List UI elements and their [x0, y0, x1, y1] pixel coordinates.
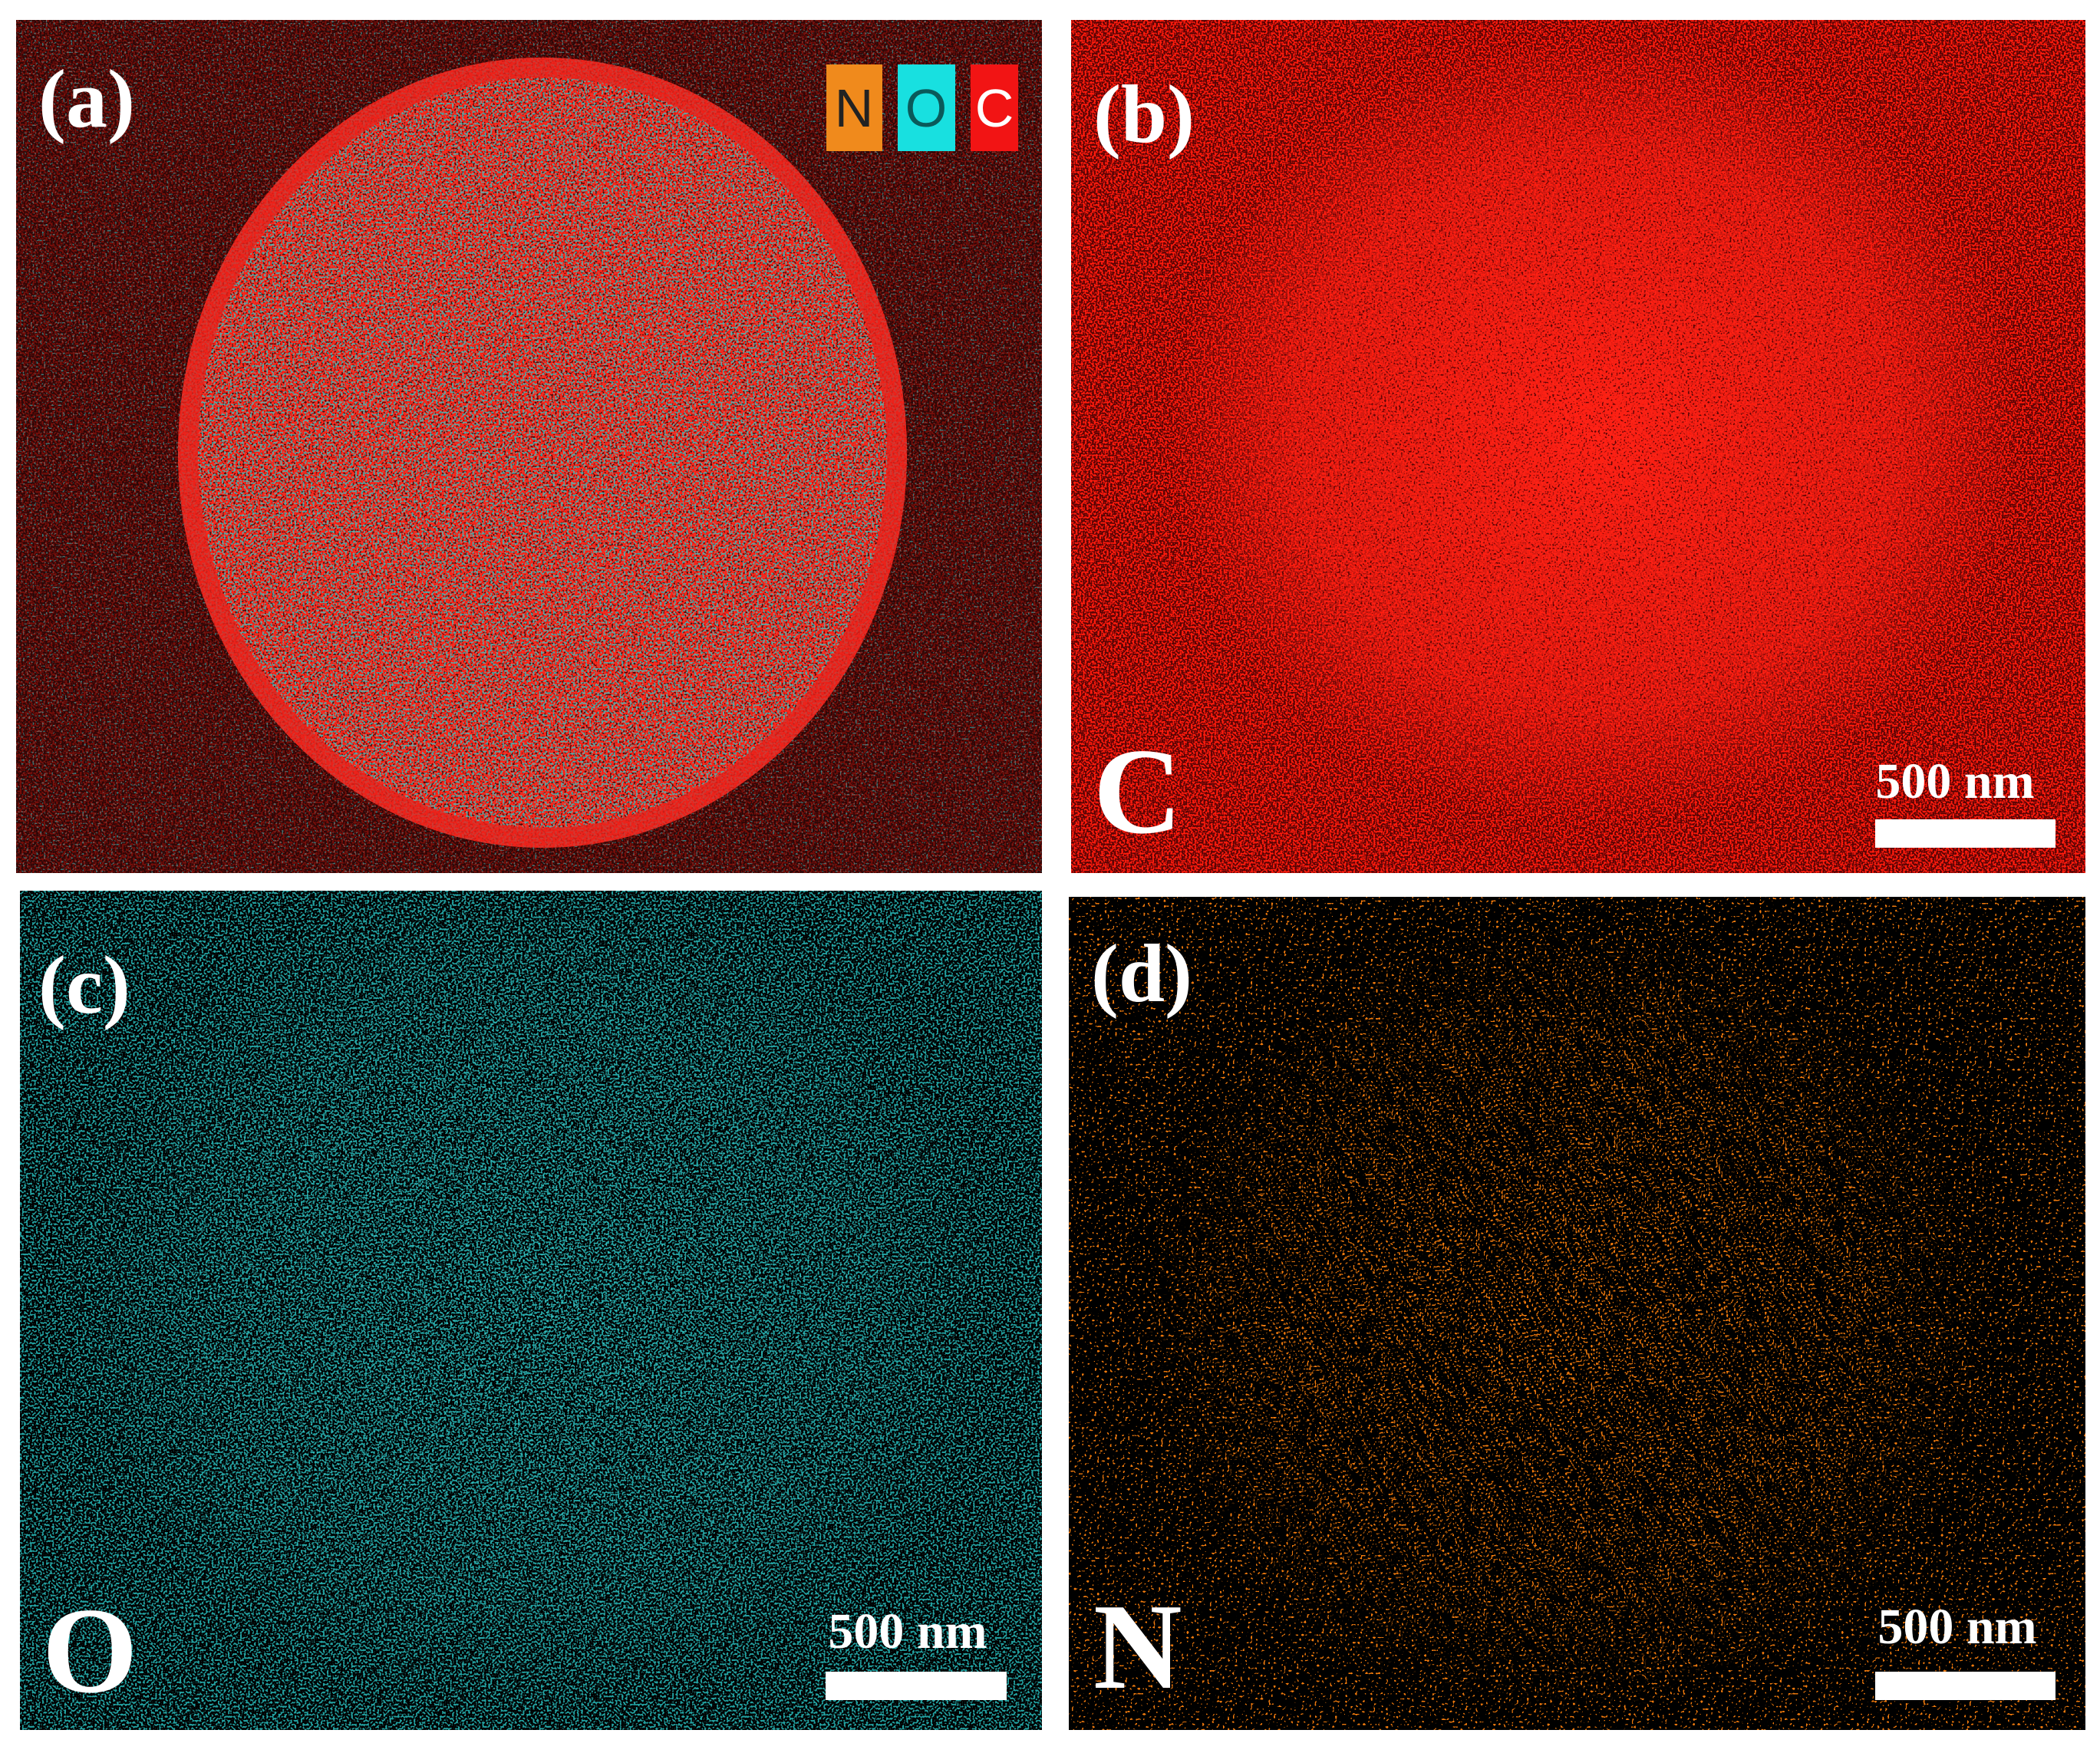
speckle	[1071, 20, 2085, 873]
panel-b: (b) C 500 nm	[1071, 20, 2085, 873]
legend-label: N	[835, 78, 874, 138]
speckle	[178, 58, 907, 848]
particle-rim	[178, 58, 907, 848]
scale-bar-label: 500 nm	[1877, 1599, 2036, 1655]
scale-bar	[1875, 1672, 2055, 1700]
scale-bar-label: 500 nm	[1875, 753, 2034, 809]
legend-swatch	[971, 64, 1018, 151]
speckle	[1071, 901, 2088, 1734]
element-label: C	[1093, 723, 1182, 859]
legend-label: C	[975, 78, 1014, 138]
panel-label: (b)	[1093, 69, 1195, 160]
panel-label: (d)	[1091, 928, 1192, 1020]
scale-bar	[1875, 819, 2055, 848]
scale-bar	[826, 1672, 1007, 1700]
panel-label: (c)	[38, 940, 130, 1031]
element-label: O	[42, 1582, 137, 1718]
scale-bar-label: 500 nm	[828, 1603, 987, 1659]
legend-label: O	[905, 78, 947, 138]
panel-label: (a)	[38, 54, 135, 145]
speckle	[20, 891, 1042, 1730]
element-label: N	[1093, 1578, 1182, 1715]
legend-swatch	[826, 64, 882, 151]
panel-d: (d) N 500 nm	[1069, 897, 2088, 1734]
legend-swatch	[898, 64, 955, 151]
panel-a: (a) N O C	[16, 20, 1042, 873]
panel-c: (c) O 500 nm	[20, 891, 1042, 1730]
